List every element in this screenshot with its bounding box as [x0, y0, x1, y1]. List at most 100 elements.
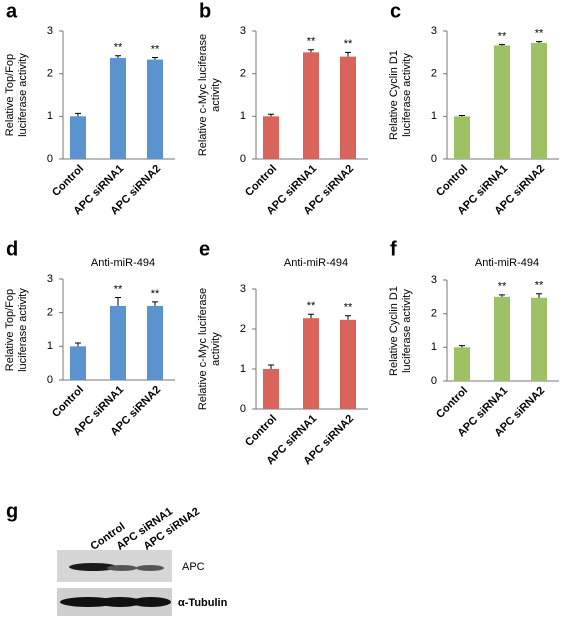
y-tick-label: 0: [431, 153, 437, 165]
bar: [494, 296, 510, 381]
panel-letter: d: [6, 238, 18, 260]
y-tick-label: 1: [431, 110, 437, 122]
x-tick-label: Control: [434, 163, 470, 199]
error-bar: [308, 49, 314, 53]
band-label: APC: [182, 561, 205, 573]
chart-title: Anti-miR-494: [91, 257, 155, 269]
y-tick-label: 0: [240, 153, 246, 165]
bar: [147, 59, 163, 159]
annotation: **: [114, 42, 123, 54]
error-bar: [152, 301, 158, 306]
error-bar: [75, 112, 81, 117]
panel-letter: b: [199, 0, 211, 22]
bar: [454, 116, 470, 159]
band: [131, 597, 171, 607]
annotation: **: [307, 36, 316, 48]
y-tick-label: 2: [431, 68, 437, 80]
annotation: **: [344, 38, 353, 50]
error-bar: [268, 113, 274, 117]
y-tick-label: 2: [240, 323, 246, 335]
annotation: **: [151, 43, 160, 55]
error-bar: [459, 345, 465, 348]
error-bar: [115, 297, 121, 306]
y-tick-label: 3: [240, 283, 246, 295]
bar: [263, 116, 279, 159]
x-tick-label: Control: [434, 385, 470, 421]
error-bar: [536, 41, 542, 43]
panel-letter: g: [6, 500, 18, 522]
bar: [303, 318, 319, 409]
y-axis-label: Relative Cyclin D1 luciferase activity: [388, 50, 413, 140]
x-tick-label: Control: [243, 413, 279, 449]
y-axis-label: Relative Top/Fop luciferase activity: [4, 287, 29, 372]
chart-title: Anti-miR-494: [284, 257, 348, 269]
panel-letter: a: [6, 0, 18, 22]
y-tick-label: 2: [240, 68, 246, 80]
y-axis-label: Relative Cyclin D1 luciferase activity: [388, 285, 413, 376]
y-tick-label: 0: [431, 375, 437, 387]
y-axis-label: Relative c-Myc luciferase activity: [197, 287, 222, 411]
y-tick-label: 2: [431, 308, 437, 320]
x-tick-label: Control: [50, 163, 86, 199]
bar: [70, 346, 86, 380]
bar: [340, 56, 356, 159]
error-bar: [115, 55, 121, 58]
bar: [454, 347, 470, 381]
chart-title: Anti-miR-494: [475, 257, 539, 269]
y-axis-label: Relative Top/Fop luciferase activity: [4, 53, 29, 137]
band: [69, 563, 117, 571]
annotation: **: [535, 28, 544, 40]
y-tick-label: 0: [240, 403, 246, 415]
bar: [531, 297, 547, 381]
error-bar: [75, 342, 81, 347]
annotation: **: [498, 281, 507, 293]
x-tick-label: Control: [243, 163, 279, 199]
bar: [340, 319, 356, 409]
y-tick-label: 1: [240, 110, 246, 122]
bar: [303, 52, 319, 160]
bar: [70, 116, 86, 159]
error-bar: [536, 293, 542, 298]
error-bar: [499, 44, 505, 46]
panel-letter: f: [390, 238, 397, 260]
y-tick-label: 3: [240, 25, 246, 37]
y-tick-label: 1: [47, 110, 53, 122]
annotation: **: [151, 288, 160, 300]
y-tick-label: 0: [47, 374, 53, 386]
band-label: α-Tubulin: [178, 597, 228, 609]
y-tick-label: 3: [431, 25, 437, 37]
y-tick-label: 3: [47, 273, 53, 285]
error-bar: [152, 56, 158, 60]
annotation: **: [307, 300, 316, 312]
error-bar: [459, 114, 465, 117]
bar: [110, 57, 126, 159]
band: [107, 565, 137, 571]
error-bar: [308, 313, 314, 319]
panel-letter: c: [390, 0, 401, 22]
y-tick-label: 1: [431, 341, 437, 353]
y-tick-label: 1: [47, 340, 53, 352]
y-tick-label: 0: [47, 153, 53, 165]
y-tick-label: 2: [47, 68, 53, 80]
annotation: **: [535, 280, 544, 292]
error-bar: [345, 315, 351, 320]
y-axis-label: Relative c-Myc luciferase activity: [197, 33, 222, 157]
error-bar: [345, 51, 351, 57]
band: [136, 565, 164, 571]
bar: [531, 42, 547, 159]
error-bar: [268, 364, 274, 369]
y-tick-label: 3: [431, 274, 437, 286]
bar: [110, 305, 126, 380]
annotation: **: [498, 31, 507, 43]
x-tick-label: Control: [50, 384, 86, 420]
error-bar: [499, 294, 505, 297]
y-tick-label: 1: [240, 363, 246, 375]
bar: [263, 369, 279, 409]
bar: [494, 45, 510, 159]
y-tick-label: 3: [47, 25, 53, 37]
panel-letter: e: [199, 238, 210, 260]
annotation: **: [344, 302, 353, 314]
bar: [147, 305, 163, 380]
